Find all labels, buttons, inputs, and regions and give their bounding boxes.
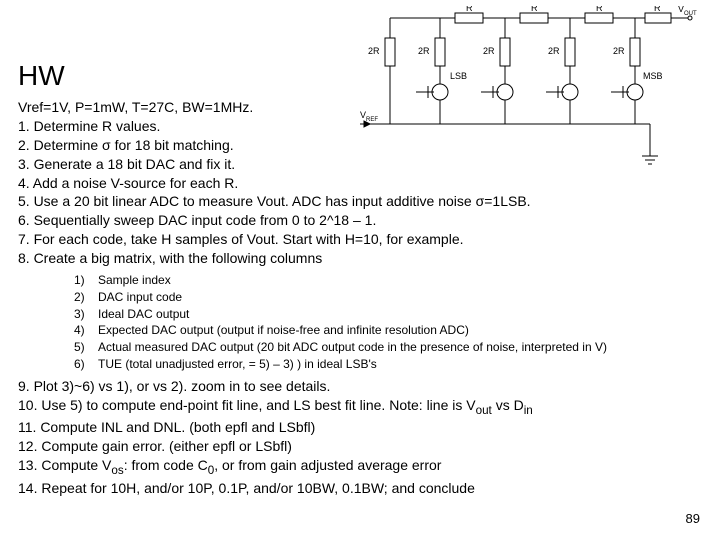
- page-title: HW: [18, 60, 702, 92]
- params-line: Vref=1V, P=1mW, T=27C, BW=1MHz.: [18, 98, 702, 117]
- slide-content: HW Vref=1V, P=1mW, T=27C, BW=1MHz. 1. De…: [18, 60, 702, 497]
- label-2R: 2R: [418, 46, 430, 56]
- col-5: 5)Actual measured DAC output (20 bit ADC…: [74, 339, 702, 356]
- label-2R: 2R: [368, 46, 380, 56]
- step-10: 10. Use 5) to compute end-point fit line…: [18, 396, 702, 419]
- step-1: 1. Determine R values.: [18, 117, 702, 136]
- step-3: 3. Generate a 18 bit DAC and fix it.: [18, 155, 702, 174]
- problem-text: Vref=1V, P=1mW, T=27C, BW=1MHz. 1. Deter…: [18, 98, 702, 268]
- step-6: 6. Sequentially sweep DAC input code fro…: [18, 211, 702, 230]
- step-5: 5. Use a 20 bit linear ADC to measure Vo…: [18, 192, 702, 211]
- label-R: R: [596, 6, 603, 13]
- step-2: 2. Determine σ for 18 bit matching.: [18, 136, 702, 155]
- step-4: 4. Add a noise V-source for each R.: [18, 174, 702, 193]
- label-vout-out: OUT: [684, 11, 697, 17]
- page-number: 89: [686, 511, 700, 526]
- step-7: 7. For each code, take H samples of Vout…: [18, 230, 702, 249]
- col-1: 1)Sample index: [74, 272, 702, 289]
- step-12: 12. Compute gain error. (either epfl or …: [18, 437, 702, 456]
- step-9: 9. Plot 3)~6) vs 1), or vs 2). zoom in t…: [18, 377, 702, 396]
- step-14: 14. Repeat for 10H, and/or 10P, 0.1P, an…: [18, 479, 702, 498]
- col-4: 4)Expected DAC output (output if noise-f…: [74, 322, 702, 339]
- col-6: 6)TUE (total unadjusted error, = 5) – 3)…: [74, 356, 702, 373]
- label-2R: 2R: [483, 46, 495, 56]
- step-8: 8. Create a big matrix, with the followi…: [18, 249, 702, 268]
- step-13: 13. Compute Vos: from code C0, or from g…: [18, 456, 702, 479]
- label-2R: 2R: [613, 46, 625, 56]
- problem-text-2: 9. Plot 3)~6) vs 1), or vs 2). zoom in t…: [18, 377, 702, 498]
- label-2R: 2R: [548, 46, 560, 56]
- label-R: R: [531, 6, 538, 13]
- label-R: R: [654, 6, 661, 13]
- label-R: R: [466, 6, 473, 13]
- col-3: 3)Ideal DAC output: [74, 306, 702, 323]
- step-11: 11. Compute INL and DNL. (both epfl and …: [18, 418, 702, 437]
- col-2: 2)DAC input code: [74, 289, 702, 306]
- matrix-columns-list: 1)Sample index 2)DAC input code 3)Ideal …: [74, 272, 702, 373]
